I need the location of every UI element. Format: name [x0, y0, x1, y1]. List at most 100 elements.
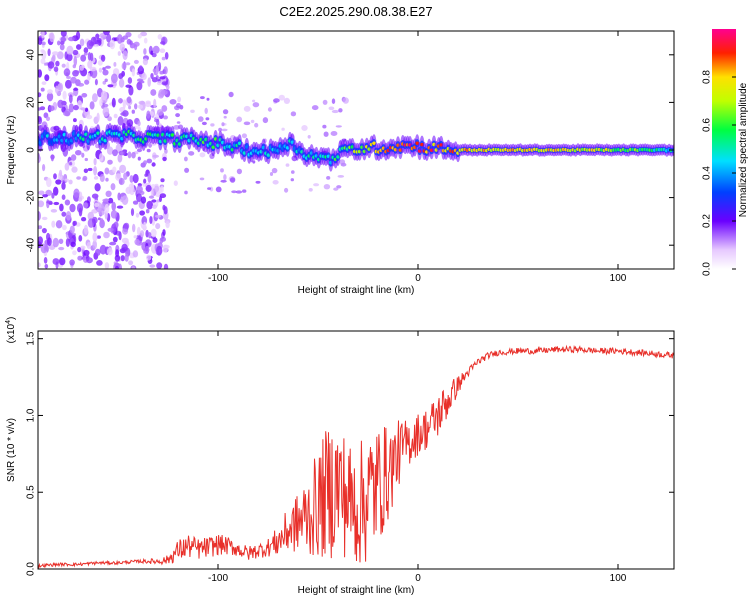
- spectrogram-noise-blob: [114, 254, 121, 262]
- spectrogram-noise-blob: [242, 189, 247, 193]
- spectrogram-noise-blob: [160, 41, 166, 45]
- spectrogram-noise-blob: [103, 31, 110, 36]
- spectrogram-noise-blob: [73, 118, 77, 123]
- spectrogram-noise-blob: [92, 240, 97, 250]
- spectrogram-noise-blob: [124, 253, 129, 262]
- spectrogram-noise-blob: [218, 127, 223, 132]
- spectrogram-noise-blob: [165, 85, 170, 90]
- spectrogram-noise-blob: [138, 80, 145, 84]
- spectrogram-x-tick-label: -100: [208, 273, 228, 284]
- spectrogram-noise-blob: [118, 78, 125, 88]
- spectrogram-noise-blob: [109, 241, 117, 246]
- spectrogram-noise-blob: [145, 229, 149, 238]
- spectrogram-noise-blob: [38, 200, 45, 208]
- spectrogram-noise-blob: [162, 229, 166, 236]
- spectrogram-noise-blob: [105, 190, 112, 197]
- spectrogram-noise-blob: [55, 60, 60, 67]
- spectrogram-noise-blob: [161, 105, 168, 112]
- spectrogram-noise-blob: [157, 34, 163, 40]
- spectrogram-noise-blob: [151, 77, 158, 83]
- spectrogram-noise-blob: [73, 188, 80, 198]
- spectrogram-noise-blob: [140, 196, 147, 204]
- spectrogram-noise-blob: [38, 107, 42, 111]
- snr-panel: -100 0 100 0.0 0.5 1.0 1.5 Height of straight…: [5, 317, 675, 596]
- spectrogram-noise-blob: [53, 173, 57, 180]
- spectrogram-noise-blob: [285, 163, 290, 167]
- spectrogram-noise-blob: [102, 69, 109, 76]
- spectrogram-noise-blob: [323, 131, 329, 137]
- spectrogram-noise-blob: [57, 99, 64, 109]
- spectrogram-noise-blob: [132, 250, 139, 258]
- spectrogram-noise-blob: [75, 150, 82, 156]
- spectrogram-noise-blob: [106, 146, 114, 155]
- spectrogram-ridge-core: [372, 141, 376, 145]
- spectrogram-noise-blob: [38, 211, 41, 221]
- spectrogram-noise-blob: [140, 230, 145, 238]
- spectrogram-noise-blob: [146, 110, 151, 119]
- spectrogram-noise-blob: [72, 250, 77, 256]
- spectrogram-noise-blob: [52, 51, 59, 56]
- spectrogram-noise-blob: [86, 257, 93, 264]
- spectrogram-noise-blob: [97, 60, 103, 66]
- spectrogram-noise-blob: [118, 150, 126, 156]
- spectrogram-x-ticks: -100 0 100: [208, 31, 627, 284]
- spectrogram-noise-blob: [69, 203, 76, 213]
- spectrogram-noise-blob: [153, 98, 157, 108]
- spectrogram-noise-blob: [46, 92, 54, 102]
- spectrogram-noise-blob: [164, 52, 169, 60]
- spectrogram-noise-blob: [138, 100, 146, 105]
- spectrogram-noise-blob: [134, 103, 138, 110]
- spectrogram-noise-blob: [128, 85, 134, 96]
- spectrogram-noise-blob: [134, 44, 138, 51]
- spectrogram-noise-blob: [64, 162, 70, 171]
- spectrogram-noise-blob: [41, 81, 47, 85]
- spectrogram-noise-blob: [60, 36, 66, 43]
- spectrogram-noise-blob: [142, 58, 148, 66]
- spectrogram-noise-blob: [228, 91, 234, 98]
- spectrogram-noise-blob: [50, 209, 58, 213]
- spectrogram-noise-blob: [92, 93, 98, 103]
- spectrogram-noise-blob: [313, 183, 320, 187]
- colorbar-tick-label: 0.2: [702, 214, 713, 228]
- spectrogram-noise-blob: [74, 70, 80, 74]
- spectrogram-noise-blob: [93, 176, 99, 180]
- spectrogram-y-tick-label: 0: [26, 147, 37, 153]
- spectrogram-noise-blob: [116, 205, 124, 209]
- spectrogram-noise-blob: [55, 85, 59, 94]
- spectrogram-noise-blob: [151, 162, 156, 167]
- spectrogram-noise-blob: [110, 210, 118, 219]
- spectrogram-noise-blob: [128, 183, 135, 191]
- spectrogram-noise-blob: [143, 37, 148, 44]
- spectrogram-noise-blob: [161, 56, 166, 61]
- spectrogram-noise-blob: [44, 74, 50, 82]
- spectrogram-noise-blob: [159, 48, 166, 53]
- spectrogram-noise-blob: [100, 90, 108, 101]
- spectrogram-noise-blob: [38, 236, 43, 245]
- spectrogram-noise-blob: [128, 260, 134, 266]
- spectrogram-noise-blob: [143, 178, 147, 184]
- spectrogram-noise-blob: [47, 48, 51, 57]
- spectrogram-noise-blob: [73, 87, 79, 91]
- spectrogram-noise-blob: [207, 187, 212, 190]
- spectrogram-noise-blob: [68, 103, 74, 113]
- spectrogram-noise-blob: [148, 195, 155, 199]
- spectrogram-noise-blob: [200, 96, 205, 100]
- spectrogram-noise-blob: [51, 220, 56, 228]
- spectrogram-noise-blob: [177, 96, 182, 103]
- spectrogram-noise-blob: [137, 34, 142, 39]
- spectrogram-noise-blob: [68, 36, 75, 42]
- spectrogram-noise-blob: [75, 31, 81, 40]
- spectrogram-noise-blob: [66, 45, 74, 55]
- spectrogram-noise-blob: [53, 125, 60, 131]
- snr-x-axis-label: Height of straight line (km): [298, 585, 415, 596]
- spectrogram-noise-blob: [122, 35, 129, 40]
- spectrogram-noise-blob: [137, 156, 141, 161]
- spectrogram-noise-blob: [69, 225, 75, 234]
- spectrogram-noise-blob: [271, 167, 278, 174]
- spectrogram-noise-blob: [91, 209, 97, 214]
- spectrogram-noise-blob: [129, 175, 134, 183]
- spectrogram-noise-blob: [119, 164, 127, 174]
- spectrogram-noise-blob: [175, 113, 181, 118]
- spectrogram-noise-blob: [131, 266, 136, 269]
- spectrogram-noise-blob: [151, 199, 157, 203]
